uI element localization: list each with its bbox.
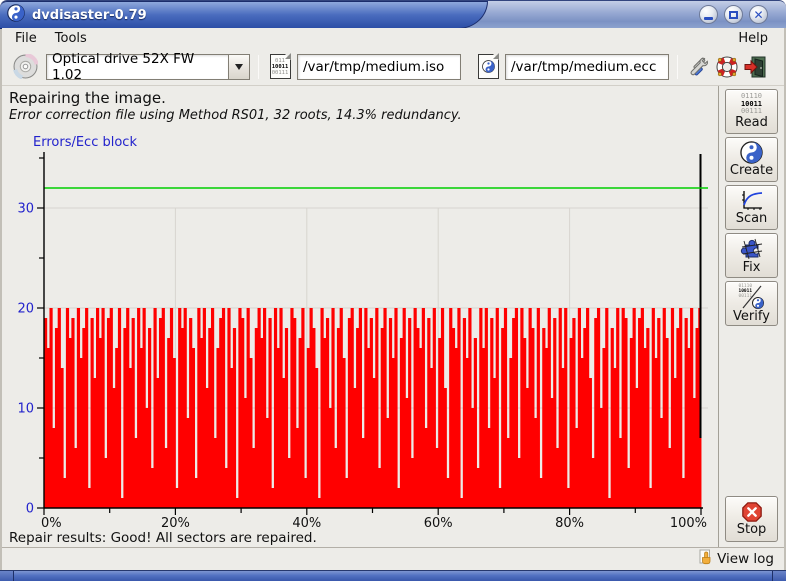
- maximize-icon: [729, 10, 738, 19]
- maximize-button[interactable]: [724, 5, 743, 24]
- binary-read-icon: 01110 10011 00111: [740, 92, 763, 116]
- window-bottom-border[interactable]: [0, 570, 786, 581]
- drive-select-value: Optical drive 52X FW 1.02: [46, 51, 228, 83]
- create-button[interactable]: Create: [725, 137, 778, 182]
- stop-icon: [741, 502, 762, 522]
- preferences-button[interactable]: [686, 53, 712, 81]
- svg-text:20%: 20%: [161, 516, 190, 528]
- chart-title: Errors/Ecc block: [33, 135, 137, 150]
- svg-text:20: 20: [17, 302, 34, 317]
- ecc-file-icon: [475, 53, 501, 80]
- scan-button[interactable]: Scan: [725, 185, 778, 230]
- read-button[interactable]: 01110 10011 00111 Read: [725, 89, 778, 134]
- titlebar[interactable]: dvdisaster-0.79 ✕: [0, 0, 786, 29]
- verify-icon: 01110 10011 00111: [739, 284, 765, 310]
- bottom-statusbar: View log: [2, 547, 784, 570]
- close-button[interactable]: ✕: [749, 5, 768, 24]
- svg-text:30: 30: [17, 202, 34, 217]
- app-yinyang-icon: [7, 4, 25, 26]
- svg-text:40%: 40%: [292, 516, 321, 528]
- view-log-button[interactable]: View log: [717, 551, 774, 567]
- resize-grip-left[interactable]: [0, 571, 14, 581]
- quit-button[interactable]: [742, 53, 768, 81]
- fix-button[interactable]: Fix: [725, 233, 778, 278]
- image-file-icon: 011 10011 00111: [267, 53, 293, 80]
- toolbar-separator: [677, 54, 678, 79]
- tools-icon: [690, 57, 708, 75]
- svg-text:0: 0: [26, 502, 34, 517]
- scan-curve-icon: [741, 190, 762, 210]
- menu-tools[interactable]: Tools: [54, 30, 87, 46]
- drive-select-arrow-button[interactable]: [228, 53, 250, 80]
- repair-results: Repair results: Good! All sectors are re…: [9, 530, 317, 546]
- help-button[interactable]: [714, 53, 740, 81]
- menu-file[interactable]: File: [15, 30, 37, 46]
- image-file-input[interactable]: /var/tmp/medium.iso: [297, 53, 461, 80]
- minimize-icon: [704, 16, 713, 20]
- lifebuoy-icon: [716, 56, 738, 77]
- toolbar-separator: [258, 54, 259, 79]
- ecc-file-input[interactable]: /var/tmp/medium.ecc: [505, 53, 669, 80]
- repair-chart: 0 10 20 30 0% 20% 40% 60% 80% 100%: [17, 152, 708, 528]
- minimize-button[interactable]: [699, 5, 718, 24]
- resize-grip-right[interactable]: [772, 571, 786, 581]
- svg-text:100%: 100%: [670, 516, 707, 528]
- svg-text:80%: 80%: [555, 516, 584, 528]
- window-title: dvdisaster-0.79: [32, 7, 147, 23]
- svg-text:10: 10: [17, 402, 34, 417]
- puzzle-piece-icon: [740, 238, 762, 259]
- verify-button[interactable]: 01110 10011 00111: [725, 281, 778, 326]
- action-sidebar: 01110 10011 00111 Read Create: [718, 86, 784, 547]
- menu-help[interactable]: Help: [738, 30, 768, 46]
- optical-disc-icon: [12, 54, 38, 80]
- chevron-down-icon: [235, 63, 243, 70]
- stop-button[interactable]: Stop: [725, 496, 778, 542]
- exit-door-icon: [744, 56, 766, 77]
- close-icon: ✕: [753, 7, 764, 22]
- menubar: File Tools Help: [2, 28, 784, 48]
- titlebar-tab[interactable]: dvdisaster-0.79: [0, 1, 488, 29]
- toolbar: Optical drive 52X FW 1.02 011 10011 0011…: [2, 48, 784, 86]
- status-headline: Repairing the image.: [9, 89, 166, 107]
- drive-select[interactable]: Optical drive 52X FW 1.02: [46, 51, 250, 83]
- status-detail: Error correction file using Method RS01,…: [9, 108, 462, 123]
- view-log-hand-icon: [697, 549, 714, 570]
- svg-text:0%: 0%: [41, 516, 62, 528]
- repair-view: Repairing the image. Error correction fi…: [2, 86, 718, 547]
- yinyang-icon: [740, 141, 763, 164]
- svg-text:60%: 60%: [424, 516, 453, 528]
